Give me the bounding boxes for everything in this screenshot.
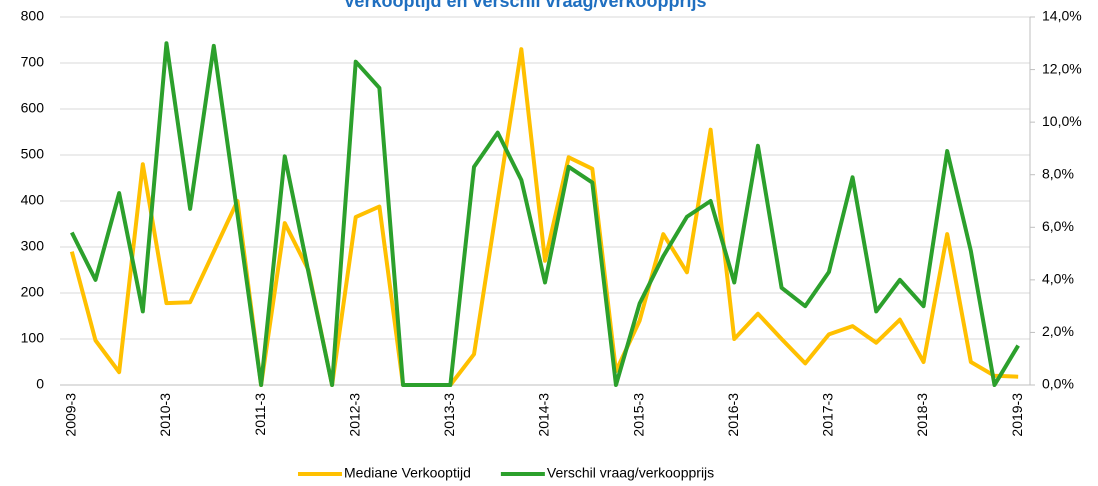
y-tick-label: 300 [21,238,45,254]
y-tick-label: 400 [21,192,45,208]
series-line [69,47,1019,387]
y2-tick-label: 6,0% [1042,218,1074,234]
y2-tick-label: 12,0% [1042,60,1082,76]
x-tick-label: 2013-3 [441,393,457,437]
series-line [70,41,1020,387]
y2-tick-label: 2,0% [1042,323,1074,339]
y2-tick-label: 0,0% [1042,376,1074,392]
y-tick-label: 200 [21,284,45,300]
x-tick-label: 2009-3 [63,393,79,437]
y-tick-label: 500 [21,146,45,162]
x-tick-label: 2019-3 [1009,393,1025,437]
y-tick-label: 100 [21,330,45,346]
x-tick-label: 2010-3 [157,393,173,437]
y2-tick-label: 8,0% [1042,165,1074,181]
y2-tick-label: 4,0% [1042,271,1074,287]
y-tick-label: 700 [21,54,45,70]
x-tick-label: 2017-3 [820,393,836,437]
y-tick-label: 800 [21,8,45,24]
y2-tick-label: 14,0% [1042,8,1082,24]
legend-label: Verschil vraag/verkoopprijs [547,465,714,481]
x-tick-label: 2016-3 [725,393,741,437]
y2-tick-label: 10,0% [1042,113,1082,129]
y-tick-label: 0 [36,376,44,392]
legend-label: Mediane Verkooptijd [344,465,471,481]
x-tick-label: 2014-3 [536,393,552,437]
x-tick-label: 2015-3 [630,393,646,437]
chart-title: Verkooptijd en verschil vraag/verkooppri… [343,0,706,11]
y-tick-label: 600 [21,100,45,116]
x-tick-label: 2012-3 [346,393,362,437]
x-tick-label: 2018-3 [914,393,930,437]
x-tick-label: 2011-3 [252,393,268,436]
